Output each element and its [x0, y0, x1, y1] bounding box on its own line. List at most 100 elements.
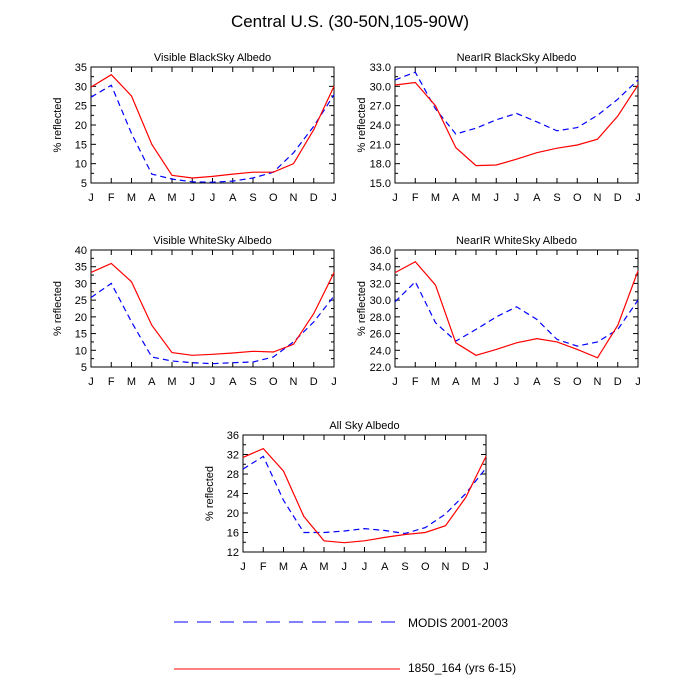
- y-tick-label: 15: [75, 139, 87, 151]
- x-tick-label: J: [635, 192, 641, 204]
- y-tick-label: 16: [227, 528, 239, 540]
- x-tick-label: M: [167, 376, 176, 388]
- y-tick-label: 21.0: [370, 139, 391, 151]
- plot-frame: [394, 66, 639, 184]
- plot-frame: [242, 434, 487, 553]
- y-tick-label: 33.0: [370, 62, 391, 74]
- x-tick-label: J: [494, 376, 500, 388]
- x-tick-label: A: [148, 192, 156, 204]
- y-tick-label: 24: [227, 489, 239, 501]
- x-tick-label: A: [300, 561, 308, 573]
- y-axis-label: % reflected: [356, 97, 368, 152]
- y-tick-label: 40: [75, 245, 87, 257]
- x-tick-label: D: [614, 192, 622, 204]
- x-tick-label: M: [471, 192, 480, 204]
- y-tick-label: 25: [75, 101, 87, 113]
- y-tick-label: 28.0: [370, 312, 391, 324]
- x-tick-label: J: [88, 376, 94, 388]
- x-tick-label: O: [421, 561, 430, 573]
- legend-modis-line: [174, 621, 400, 623]
- x-tick-label: J: [483, 561, 489, 573]
- y-tick-label: 25: [75, 295, 87, 307]
- x-tick-label: A: [452, 192, 460, 204]
- series-line-modis: [394, 71, 639, 135]
- x-tick-label: A: [533, 376, 541, 388]
- x-tick-label: S: [553, 376, 560, 388]
- x-tick-label: J: [190, 192, 196, 204]
- y-tick-label: 36.0: [370, 245, 391, 257]
- y-tick-label: 20: [227, 508, 239, 520]
- y-tick-label: 32.0: [370, 278, 391, 290]
- x-tick-label: J: [331, 376, 337, 388]
- x-tick-label: O: [269, 376, 278, 388]
- x-tick-label: O: [573, 192, 582, 204]
- x-tick-label: J: [210, 192, 216, 204]
- panel-title: NearIR WhiteSky Albedo: [456, 235, 577, 247]
- x-tick-label: F: [108, 192, 115, 204]
- y-tick-label: 28: [227, 469, 239, 481]
- x-tick-label: N: [594, 192, 602, 204]
- x-tick-label: A: [229, 192, 237, 204]
- panel-title: Visible WhiteSky Albedo: [153, 235, 271, 247]
- x-tick-label: J: [494, 192, 500, 204]
- x-tick-label: S: [401, 561, 408, 573]
- x-tick-label: M: [431, 192, 440, 204]
- series-line-modis: [242, 455, 487, 535]
- x-tick-label: D: [310, 376, 318, 388]
- series-line-model: [90, 73, 335, 179]
- y-tick-label: 15: [75, 329, 87, 341]
- y-tick-label: 24.0: [370, 345, 391, 357]
- y-tick-label: 30.0: [370, 81, 391, 93]
- page-title: Central U.S. (30-50N,105-90W): [230, 12, 470, 31]
- y-tick-label: 27.0: [370, 101, 391, 113]
- x-tick-label: J: [88, 192, 94, 204]
- x-tick-label: D: [614, 376, 622, 388]
- y-axis-label: % reflected: [52, 281, 64, 336]
- x-tick-label: F: [412, 376, 419, 388]
- x-tick-label: J: [240, 561, 246, 573]
- y-tick-label: 5: [81, 362, 87, 374]
- x-tick-label: M: [319, 561, 328, 573]
- y-tick-label: 35: [75, 62, 87, 74]
- legend-model-line: [174, 668, 400, 670]
- legend-model-label: 1850_164 (yrs 6-15): [408, 661, 517, 675]
- x-tick-label: A: [148, 376, 156, 388]
- y-tick-label: 10: [75, 345, 87, 357]
- x-tick-label: J: [210, 376, 216, 388]
- y-tick-label: 20: [75, 312, 87, 324]
- series-line-modis: [394, 280, 639, 347]
- x-tick-label: M: [127, 376, 136, 388]
- x-tick-label: M: [279, 561, 288, 573]
- plot-frame: [90, 66, 335, 184]
- y-tick-label: 18.0: [370, 159, 391, 171]
- x-tick-label: A: [229, 376, 237, 388]
- panel-title: All Sky Albedo: [329, 420, 399, 432]
- y-tick-label: 22.0: [370, 362, 391, 374]
- y-tick-label: 5: [81, 178, 87, 190]
- x-tick-label: J: [514, 376, 520, 388]
- x-tick-label: N: [594, 376, 602, 388]
- x-tick-label: J: [362, 561, 368, 573]
- x-tick-label: F: [108, 376, 115, 388]
- x-tick-label: D: [310, 192, 318, 204]
- panel-4: NearIR WhiteSky Albedo 22.0 24.0 26.0 28.0 30…: [356, 235, 641, 388]
- x-tick-label: J: [635, 376, 641, 388]
- series-line-modis: [90, 84, 335, 183]
- x-tick-label: A: [533, 192, 541, 204]
- y-tick-label: 35: [75, 262, 87, 274]
- x-tick-label: F: [412, 192, 419, 204]
- x-tick-label: M: [431, 376, 440, 388]
- x-tick-label: J: [190, 376, 196, 388]
- x-tick-label: A: [452, 376, 460, 388]
- plot-frame: [394, 249, 639, 368]
- panel-title: NearIR BlackSky Albedo: [457, 52, 577, 64]
- y-tick-label: 24.0: [370, 120, 391, 132]
- x-tick-label: S: [249, 376, 256, 388]
- x-tick-label: O: [269, 192, 278, 204]
- y-tick-label: 30: [75, 81, 87, 93]
- y-tick-label: 36: [227, 430, 239, 442]
- x-tick-label: S: [553, 192, 560, 204]
- x-tick-label: J: [392, 192, 398, 204]
